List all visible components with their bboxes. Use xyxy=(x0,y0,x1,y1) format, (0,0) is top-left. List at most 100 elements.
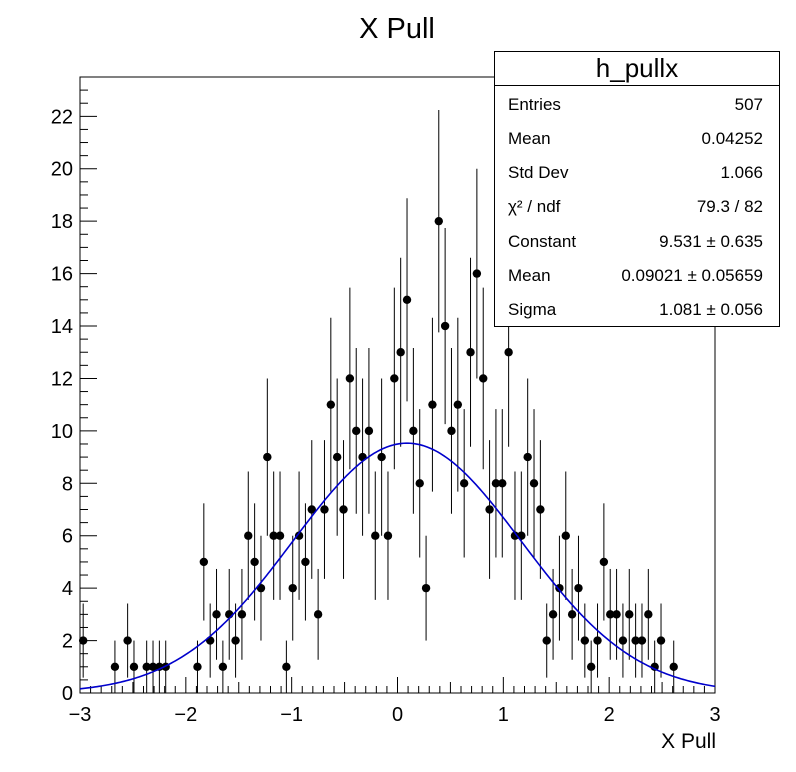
marker xyxy=(479,374,488,383)
stats-key: χ² / ndf xyxy=(508,197,561,216)
marker xyxy=(561,531,570,540)
marker xyxy=(250,557,259,567)
marker xyxy=(396,348,405,357)
marker xyxy=(567,610,577,619)
data-point xyxy=(275,471,285,600)
data-point xyxy=(599,503,609,621)
data-point xyxy=(269,471,278,600)
data-point xyxy=(301,503,310,621)
marker xyxy=(142,662,151,671)
data-point xyxy=(339,440,348,579)
marker xyxy=(415,479,424,488)
marker xyxy=(218,662,228,671)
y-tick-label: 2 xyxy=(62,631,73,653)
marker xyxy=(307,505,316,514)
data-point xyxy=(307,440,316,579)
data-point xyxy=(561,471,570,600)
x-axis-label: X Pull xyxy=(661,730,716,753)
marker xyxy=(129,662,139,671)
marker xyxy=(631,636,640,645)
data-point xyxy=(536,440,545,579)
data-point xyxy=(123,603,132,678)
stats-value: 79.3 / 82 xyxy=(696,197,763,216)
marker xyxy=(110,662,120,671)
marker xyxy=(523,452,532,462)
marker xyxy=(193,662,202,671)
marker xyxy=(536,505,545,514)
marker xyxy=(485,505,494,514)
y-tick-label: 20 xyxy=(51,159,73,181)
data-point xyxy=(586,640,596,693)
x-tick-label: 2 xyxy=(604,704,615,726)
data-point xyxy=(618,603,628,678)
data-point xyxy=(326,317,336,492)
data-point xyxy=(567,568,577,660)
marker xyxy=(447,426,456,436)
data-point xyxy=(352,347,361,514)
marker xyxy=(212,610,221,619)
y-tick-label: 22 xyxy=(51,106,73,128)
data-point xyxy=(358,378,367,536)
x-tick-label: 3 xyxy=(709,704,720,726)
data-point xyxy=(523,378,532,536)
marker xyxy=(313,610,323,619)
data-point xyxy=(148,640,158,693)
stats-row-chi2: χ² / ndf 79.3 / 82 xyxy=(495,190,779,224)
x-tick-label: 1 xyxy=(498,704,509,726)
marker xyxy=(269,531,278,540)
x-tick-label: −1 xyxy=(280,704,303,726)
data-point xyxy=(656,603,666,678)
y-tick-label: 8 xyxy=(62,473,73,495)
data-point xyxy=(212,568,221,660)
data-point xyxy=(555,535,564,641)
marker xyxy=(199,557,209,567)
data-point xyxy=(529,409,539,558)
stats-title: h_pullx xyxy=(495,52,779,86)
marker xyxy=(555,583,564,593)
data-point xyxy=(364,347,374,514)
data-point xyxy=(288,535,297,641)
y-tick-label: 18 xyxy=(51,211,73,233)
y-tick-label: 16 xyxy=(51,264,73,286)
stats-row-stddev: Std Dev 1.066 xyxy=(495,156,779,190)
data-point xyxy=(390,287,399,470)
marker xyxy=(580,636,590,645)
marker xyxy=(669,662,678,671)
y-tick-label: 10 xyxy=(51,421,73,443)
data-point xyxy=(256,535,266,641)
fit-curve xyxy=(79,442,716,690)
stats-key: Mean xyxy=(508,266,551,285)
marker xyxy=(237,610,247,619)
x-tick-label: −2 xyxy=(174,704,197,726)
marker xyxy=(301,557,310,567)
data-points xyxy=(78,109,678,693)
data-point xyxy=(440,227,450,425)
data-point xyxy=(332,378,342,536)
marker xyxy=(263,452,272,462)
stats-row-sigma: Sigma 1.081 ± 0.056 xyxy=(495,293,779,327)
data-point xyxy=(510,471,520,600)
marker xyxy=(548,610,558,619)
stats-value: 9.531 ± 0.635 xyxy=(659,232,763,251)
data-point xyxy=(542,603,551,678)
data-point xyxy=(282,640,291,693)
data-point xyxy=(377,378,386,536)
data-point xyxy=(244,471,253,600)
marker xyxy=(625,610,634,619)
marker xyxy=(320,505,329,514)
marker xyxy=(383,531,393,540)
data-point xyxy=(580,603,590,678)
stats-row-entries: Entries 507 xyxy=(495,88,779,122)
x-tick-label: −3 xyxy=(69,704,92,726)
stats-key: Mean xyxy=(508,129,551,148)
marker xyxy=(390,374,399,383)
chart-title: X Pull xyxy=(359,13,435,45)
data-point xyxy=(485,440,494,579)
stats-value: 1.081 ± 0.056 xyxy=(659,300,763,319)
data-point xyxy=(250,503,259,621)
marker xyxy=(339,505,348,514)
marker xyxy=(498,479,507,488)
marker xyxy=(644,610,653,619)
data-point xyxy=(479,287,488,470)
